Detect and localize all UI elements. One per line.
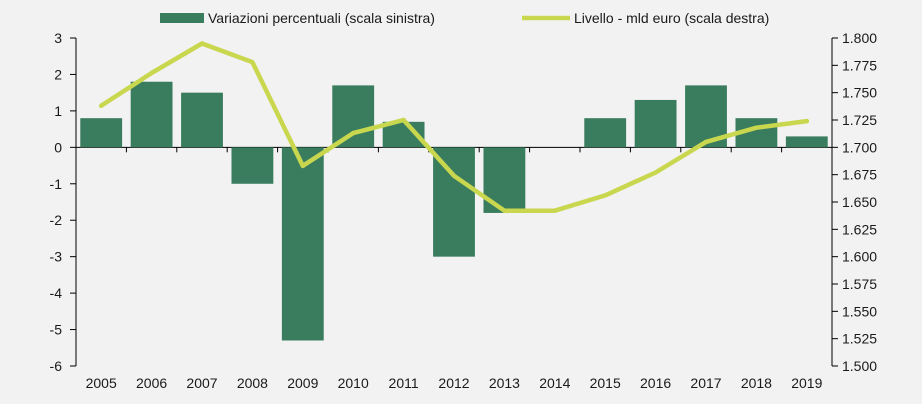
x-axis-tick-label: 2011	[389, 375, 419, 391]
line-point	[199, 41, 205, 46]
line-point	[401, 117, 406, 123]
left-axis-tick-label: -2	[50, 212, 63, 228]
bars	[80, 81, 828, 341]
left-axis-tick-label: -4	[50, 285, 63, 301]
x-axis-tick-label: 2016	[640, 375, 671, 391]
right-axis-tick-label: 1.625	[842, 221, 877, 237]
line-point	[351, 130, 356, 136]
right-axis-tick-label: 1.725	[842, 112, 877, 128]
left-axis-tick-label: 2	[54, 66, 62, 82]
line-point	[552, 208, 557, 213]
legend-swatch-bars	[160, 13, 204, 23]
bar	[433, 147, 475, 257]
x-axis-tick-label: 2019	[791, 375, 822, 391]
x-axis-tick-label: 2009	[287, 375, 318, 391]
bar	[80, 118, 123, 148]
line-point	[603, 193, 608, 198]
left-axis-tick-label: 1	[54, 103, 62, 119]
bar	[130, 81, 173, 148]
right-axis-tick-label: 1.575	[842, 276, 877, 292]
line-point	[149, 70, 154, 76]
line-point	[300, 163, 305, 169]
x-axis-tick-label: 2006	[136, 375, 167, 391]
right-axis-tick-label: 1.675	[842, 167, 877, 183]
line-point	[250, 59, 255, 65]
line-point	[703, 139, 709, 145]
line-point	[653, 170, 658, 175]
line-point	[804, 118, 809, 124]
right-axis-tick-label: 1.525	[842, 331, 877, 347]
bar	[181, 92, 223, 148]
tick-labels: 3 2 1 0 -1 -2 -3 -4 -5 -6 1.800 1.775 1.750 1.725 1.70…	[50, 30, 878, 391]
x-axis-tick-label: 2018	[741, 375, 772, 391]
line-point	[99, 103, 104, 108]
bar	[231, 147, 274, 184]
right-axis-tick-label: 1.600	[842, 249, 877, 265]
bar	[785, 136, 828, 148]
left-axis-tick-label: 3	[54, 30, 62, 46]
right-axis-tick-label: 1.650	[842, 194, 877, 210]
x-axis-tick-label: 2013	[489, 375, 520, 391]
x-axis-tick-label: 2010	[338, 375, 369, 391]
bar	[281, 147, 324, 341]
x-axis-tick-label: 2012	[438, 375, 469, 391]
right-axis-tick-label: 1.750	[842, 85, 877, 101]
legend: Variazioni percentuali (scala sinistra) …	[160, 10, 769, 26]
right-axis-tick-label: 1.800	[842, 30, 877, 46]
x-axis-tick-label: 2017	[690, 375, 721, 391]
left-axis-tick-label: -5	[50, 322, 63, 338]
x-axis-tick-label: 2015	[590, 375, 621, 391]
right-axis-tick-label: 1.775	[842, 57, 877, 73]
legend-label-bars: Variazioni percentuali (scala sinistra)	[208, 10, 435, 26]
left-axis-tick-label: 0	[54, 139, 62, 155]
bar	[332, 85, 375, 148]
left-axis-tick-label: -1	[50, 176, 63, 192]
line-point	[754, 125, 759, 130]
x-axis-tick-label: 2014	[539, 375, 570, 391]
x-axis-tick-label: 2007	[186, 375, 217, 391]
x-axis-tick-label: 2005	[86, 375, 117, 391]
right-axis-tick-label: 1.550	[842, 303, 877, 319]
line-series	[98, 41, 810, 213]
left-axis-tick-label: -3	[50, 249, 63, 265]
right-axis-tick-label: 1.500	[842, 358, 877, 374]
bar	[634, 99, 677, 148]
x-axis-tick-label: 2008	[237, 375, 268, 391]
legend-label-line: Livello - mld euro (scala destra)	[574, 10, 769, 26]
line-point	[451, 173, 457, 178]
right-axis-tick-label: 1.700	[842, 139, 877, 155]
left-axis-tick-label: -6	[50, 358, 63, 374]
bar	[584, 118, 627, 148]
line-point	[502, 208, 507, 213]
